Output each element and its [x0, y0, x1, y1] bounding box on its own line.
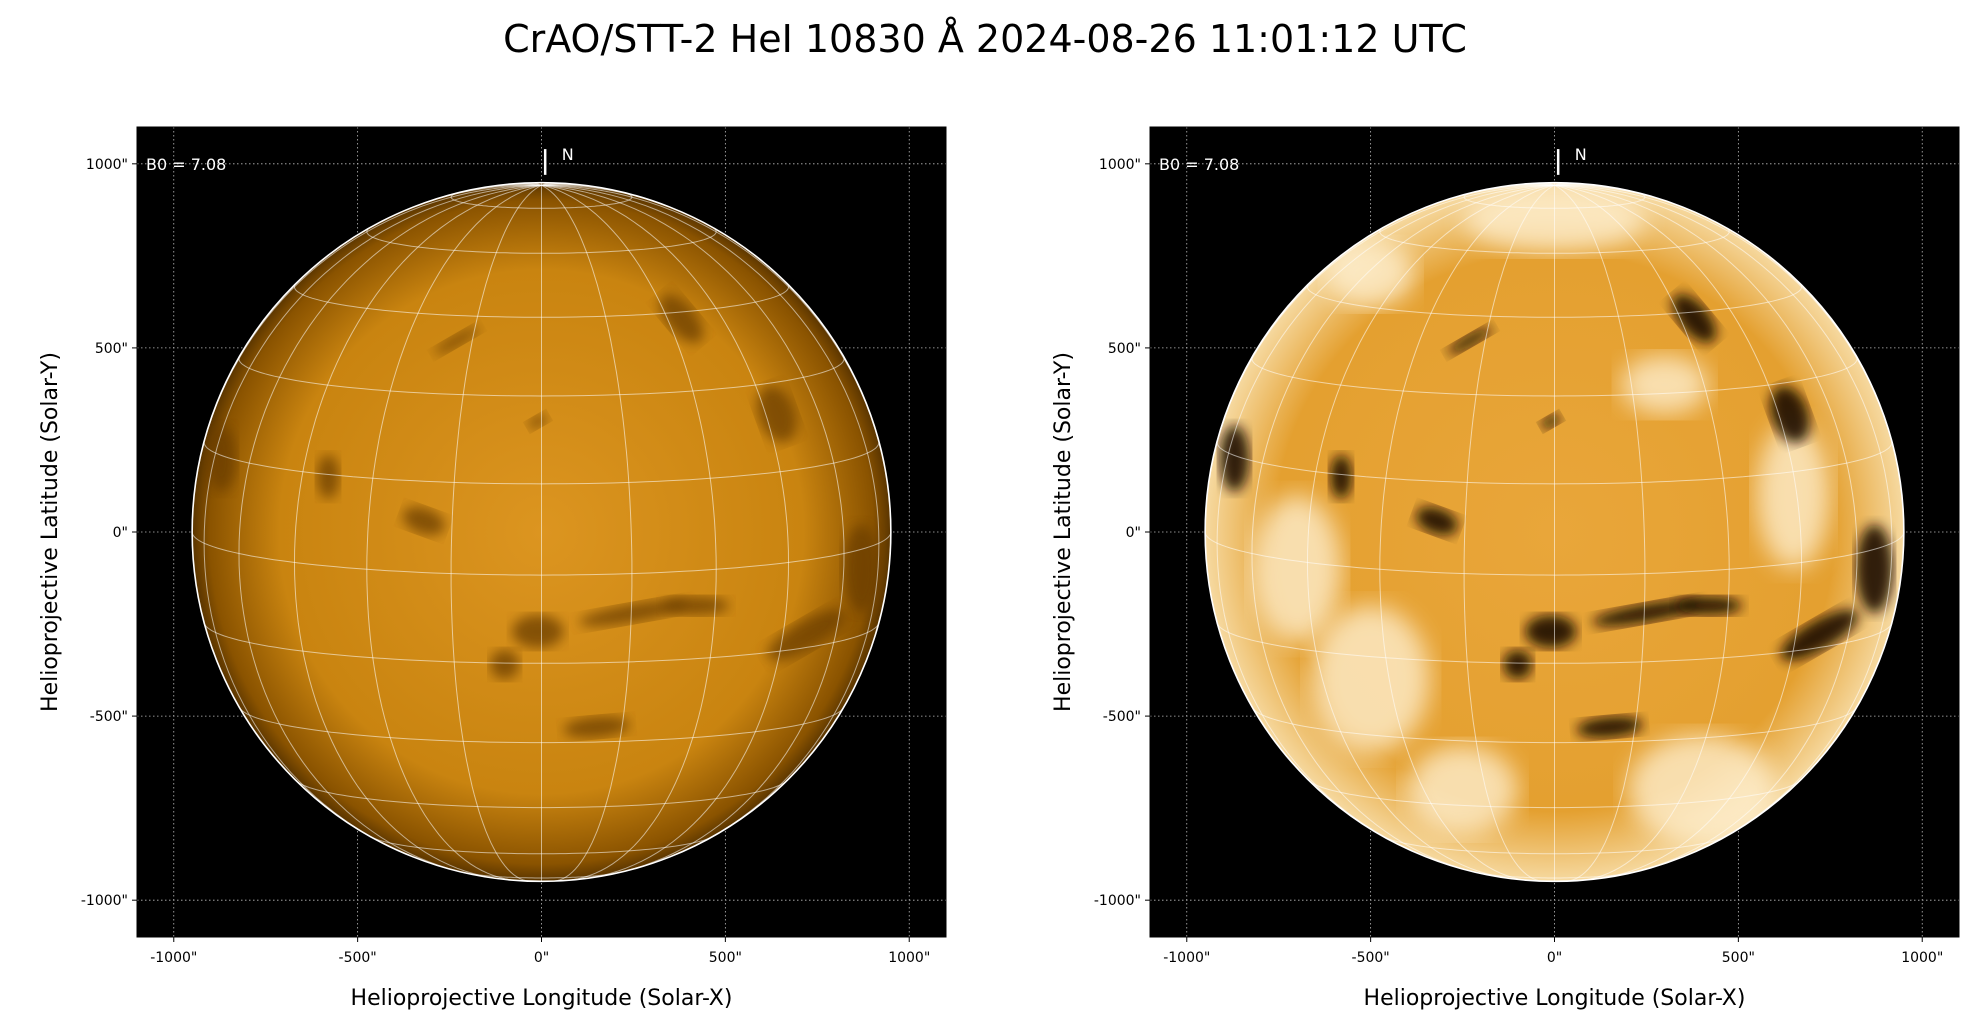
- filament-dark-feature: [1447, 326, 1493, 355]
- longitude-gridline: [541, 184, 717, 881]
- longitude-gridline: [541, 184, 633, 882]
- y-tick-label: 500": [95, 341, 128, 357]
- bright-region: [1252, 495, 1342, 643]
- x-tick-label: 0": [534, 950, 549, 966]
- longitude-gridline: [203, 184, 542, 849]
- filament-dark-feature: [1675, 596, 1743, 615]
- bright-region: [1620, 355, 1709, 415]
- filament-dark-feature: [1525, 614, 1577, 648]
- filament-dark-feature: [527, 414, 548, 429]
- filament-dark-feature: [490, 649, 520, 680]
- x-axis-label: Helioprojective Longitude (Solar-X): [1364, 986, 1746, 1011]
- filament-dark-feature: [1780, 609, 1859, 661]
- filament-dark-feature: [1592, 599, 1701, 627]
- y-tick-label: 0": [113, 525, 128, 541]
- longitude-gridline: [541, 184, 790, 880]
- x-tick-label: -1000": [1163, 950, 1210, 966]
- x-tick-label: -1000": [150, 950, 197, 966]
- x-tick-label: 1000": [1901, 950, 1943, 966]
- filament-dark-feature: [1576, 716, 1643, 738]
- bright-region: [1628, 734, 1776, 845]
- longitude-gridline: [1379, 184, 1555, 881]
- filament-dark-feature: [1415, 506, 1459, 536]
- longitude-gridline: [1306, 184, 1555, 880]
- filament-dark-feature: [1503, 649, 1533, 680]
- filament-dark-feature: [756, 385, 797, 443]
- x-tick-label: -500": [1352, 950, 1390, 966]
- longitude-gridline: [366, 184, 542, 881]
- bright-region: [1311, 605, 1430, 753]
- bright-region: [1756, 421, 1831, 569]
- filament-dark-feature: [1769, 385, 1810, 443]
- filament-dark-feature: [206, 425, 237, 492]
- b0-annotation: B0 = 7.08: [146, 155, 226, 174]
- filament-dark-feature: [767, 609, 846, 661]
- longitude-gridline: [1554, 184, 1646, 882]
- y-tick-label: -1000": [81, 893, 128, 909]
- filament-dark-feature: [1672, 294, 1717, 343]
- axes-frame: [136, 126, 947, 938]
- longitude-gridline: [1554, 184, 1893, 849]
- x-tick-label: 500": [1722, 950, 1755, 966]
- filament-dark-feature: [402, 506, 446, 536]
- filament-dark-feature: [512, 614, 564, 648]
- x-axis-label: Helioprojective Longitude (Solar-X): [351, 986, 733, 1011]
- disk-features: [206, 294, 880, 738]
- north-label: N: [1575, 145, 1587, 164]
- axes-frame: [1149, 126, 1960, 938]
- x-tick-label: 1000": [888, 950, 930, 966]
- bright-region: [1407, 745, 1518, 834]
- left-panel: -1000" -1000" -500" -500" 0" 0" 500" 500" 1000" 1…: [38, 126, 947, 1011]
- filament-dark-feature: [1219, 425, 1250, 492]
- y-axis-label: Helioprojective Latitude (Solar-Y): [38, 352, 63, 712]
- longitude-gridline: [1554, 184, 1803, 880]
- filament-dark-feature: [434, 326, 480, 355]
- b0-annotation: B0 = 7.08: [1159, 155, 1239, 174]
- x-tick-label: -500": [339, 950, 377, 966]
- filament-dark-feature: [1540, 414, 1561, 429]
- limb-outline: [1204, 181, 1905, 883]
- filament-dark-feature: [317, 454, 340, 499]
- longitude-gridline: [293, 184, 542, 880]
- limb-outline: [191, 181, 892, 883]
- longitude-gridline: [1554, 184, 1730, 881]
- y-tick-label: -500": [90, 709, 128, 725]
- y-tick-label: 1000": [1099, 157, 1141, 173]
- y-tick-label: 500": [1108, 341, 1141, 357]
- y-tick-label: 1000": [86, 157, 128, 173]
- filament-dark-feature: [579, 599, 688, 627]
- y-tick-label: 0": [1126, 525, 1141, 541]
- filament-dark-feature: [659, 294, 704, 343]
- longitude-gridline: [541, 184, 845, 875]
- right-panel: -1000" -1000" -500" -500" 0" 0" 500" 500" 1000" 1…: [1051, 126, 1960, 1011]
- figure-title: CrAO/STT-2 HeI 10830 Å 2024-08-26 11:01:…: [503, 17, 1467, 61]
- longitude-gridline: [238, 184, 542, 875]
- filament-dark-feature: [1330, 454, 1353, 499]
- longitude-gridline: [450, 184, 542, 882]
- y-tick-label: -1000": [1094, 893, 1141, 909]
- longitude-gridline: [1463, 184, 1555, 882]
- longitude-gridline: [1251, 184, 1555, 875]
- filament-dark-feature: [563, 716, 630, 738]
- y-axis-label: Helioprojective Latitude (Solar-Y): [1051, 352, 1076, 712]
- longitude-gridline: [1554, 184, 1858, 875]
- x-tick-label: 0": [1547, 950, 1562, 966]
- longitude-gridline: [1216, 184, 1555, 849]
- filament-dark-feature: [662, 596, 730, 615]
- north-label: N: [562, 145, 574, 164]
- y-tick-label: -500": [1103, 709, 1141, 725]
- longitude-gridline: [541, 184, 880, 849]
- x-tick-label: 500": [709, 950, 742, 966]
